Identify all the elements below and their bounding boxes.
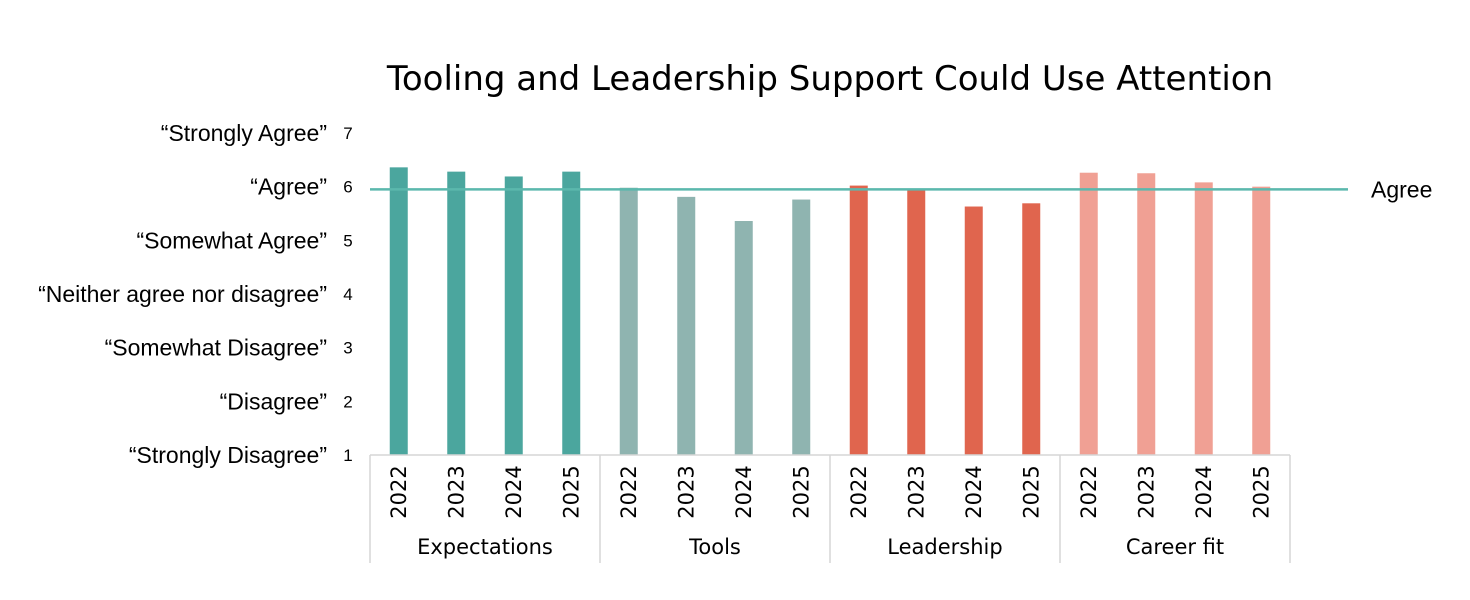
y-tick-value: 2 (343, 392, 352, 411)
y-tick-label: “Neither agree nor disagree” (38, 281, 327, 307)
x-tick-label: 2023 (674, 465, 698, 518)
y-tick-value: 3 (343, 339, 352, 358)
y-tick-label: “Strongly Agree” (161, 120, 327, 146)
y-tick-label: “Strongly Disagree” (129, 442, 327, 468)
x-tick-label: 2022 (617, 465, 641, 518)
x-tick-label: 2025 (559, 465, 583, 518)
bar (849, 185, 868, 456)
bar (504, 176, 523, 455)
bar (677, 196, 696, 455)
reference-line-group: Agree (370, 176, 1432, 202)
x-tick-label: 2025 (1249, 465, 1273, 518)
bar (1022, 203, 1041, 455)
group-label: Expectations (417, 535, 553, 559)
x-tick-label: 2022 (387, 465, 411, 518)
chart-title: Tooling and Leadership Support Could Use… (386, 59, 1273, 99)
bar (619, 187, 638, 456)
group-label: Leadership (887, 535, 1002, 559)
x-tick-label: 2022 (847, 465, 871, 518)
y-tick-value: 7 (343, 124, 352, 143)
x-tick-label: 2024 (962, 465, 986, 518)
y-tick-value: 4 (343, 285, 352, 304)
x-tick-label: 2025 (789, 465, 813, 518)
bar (734, 221, 753, 455)
x-tick-label: 2024 (502, 465, 526, 518)
x-tick-label: 2024 (1192, 465, 1216, 518)
y-tick-value: 5 (343, 231, 352, 250)
bar (907, 189, 926, 455)
reference-line-label: Agree (1371, 176, 1432, 202)
x-tick-label: 2023 (904, 465, 928, 518)
bar (562, 171, 581, 455)
x-tick-label: 2023 (1134, 465, 1158, 518)
bar (964, 206, 983, 455)
bar (447, 171, 466, 455)
group-label: Career fit (1126, 535, 1224, 559)
y-tick-value: 1 (343, 446, 352, 465)
group-label: Tools (688, 535, 741, 559)
y-axis: 7 “Strongly Agree” 6 “Agree” 5 “Somewhat Agre… (38, 120, 353, 468)
x-tick-label: 2024 (732, 465, 756, 518)
x-tick-label: 2022 (1077, 465, 1101, 518)
bar (389, 167, 408, 455)
x-tick-label: 2023 (444, 465, 468, 518)
bar (1137, 173, 1156, 455)
x-tick-label: 2025 (1019, 465, 1043, 518)
y-tick-label: “Disagree” (220, 388, 327, 414)
bar (1252, 186, 1271, 455)
bars (389, 167, 1271, 456)
bar (1079, 172, 1098, 456)
bar (1194, 182, 1213, 455)
bar (792, 199, 811, 455)
y-tick-label: “Agree” (250, 174, 327, 200)
y-tick-label: “Somewhat Agree” (137, 227, 327, 253)
y-tick-label: “Somewhat Disagree” (105, 335, 327, 361)
y-tick-value: 6 (343, 178, 352, 197)
